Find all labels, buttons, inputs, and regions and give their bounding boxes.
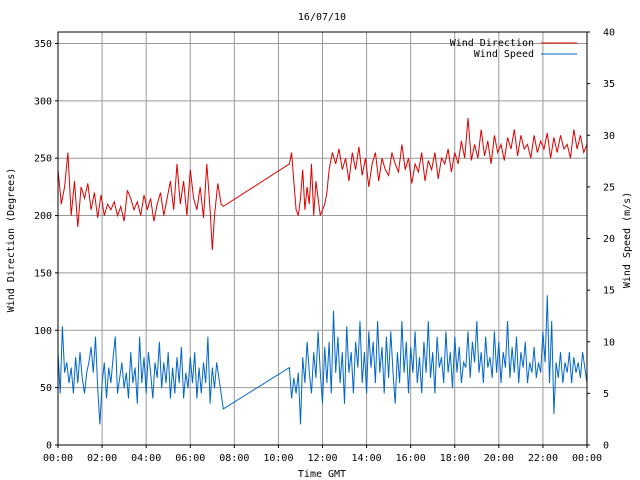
- legend-label: Wind Speed: [474, 49, 534, 60]
- left-tick-label: 100: [34, 326, 52, 337]
- series-lines: [57, 117, 588, 425]
- x-axis-ticks: 00:00 02:00 04:00 06:00 08:00 10:00 12:00 14:00…: [43, 445, 602, 464]
- right-tick-label: 15: [603, 286, 615, 297]
- x-tick-label: 22:00: [528, 453, 558, 464]
- left-tick-label: 150: [34, 268, 52, 279]
- right-tick-label: 5: [603, 389, 609, 400]
- left-axis-label: Wind Direction (Degrees): [6, 168, 17, 313]
- x-tick-label: 12:00: [307, 453, 337, 464]
- x-tick-label: 02:00: [87, 453, 117, 464]
- wind-speed-line: [57, 295, 588, 425]
- x-tick-label: 08:00: [219, 453, 249, 464]
- wind-direction-line: [57, 117, 588, 251]
- x-tick-label: 20:00: [484, 453, 514, 464]
- right-axis-ticks: 0 5 10 15 20 25 30 35 40: [587, 28, 615, 452]
- right-tick-label: 30: [603, 131, 615, 142]
- x-tick-label: 06:00: [175, 453, 205, 464]
- left-tick-label: 0: [46, 441, 52, 452]
- x-tick-label: 18:00: [440, 453, 470, 464]
- right-tick-label: 40: [603, 28, 615, 39]
- left-tick-label: 350: [34, 39, 52, 50]
- legend-label: Wind Direction: [450, 38, 534, 49]
- x-tick-label: 00:00: [572, 453, 602, 464]
- right-tick-label: 35: [603, 79, 615, 90]
- right-tick-label: 25: [603, 182, 615, 193]
- left-axis-ticks: 0 50 100 150 200 250 300 350: [34, 39, 58, 452]
- left-tick-label: 200: [34, 211, 52, 222]
- x-tick-label: 04:00: [131, 453, 161, 464]
- left-tick-label: 250: [34, 154, 52, 165]
- x-tick-label: 00:00: [43, 453, 73, 464]
- grid: [58, 32, 587, 445]
- right-tick-label: 10: [603, 337, 615, 348]
- x-axis-label: Time GMT: [298, 469, 346, 480]
- x-tick-label: 16:00: [396, 453, 426, 464]
- x-tick-label: 10:00: [263, 453, 293, 464]
- chart-title: 16/07/10: [298, 12, 346, 23]
- left-tick-label: 300: [34, 96, 52, 107]
- plot-area-frame: [57, 31, 588, 446]
- right-tick-label: 20: [603, 234, 615, 245]
- left-tick-label: 50: [40, 383, 52, 394]
- right-tick-label: 0: [603, 441, 609, 452]
- right-axis-label: Wind Speed (m/s): [622, 192, 633, 288]
- x-tick-label: 14:00: [352, 453, 382, 464]
